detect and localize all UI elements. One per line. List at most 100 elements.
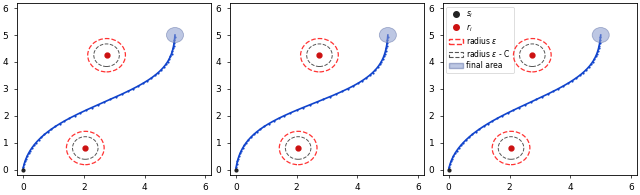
Point <box>382 39 392 42</box>
Point <box>514 106 524 109</box>
Point <box>268 120 278 123</box>
Point <box>595 41 605 44</box>
Point <box>337 90 348 93</box>
Point <box>166 52 177 55</box>
Point <box>39 133 49 136</box>
Point <box>20 160 30 163</box>
Point <box>575 74 585 77</box>
Point <box>298 106 308 109</box>
Point <box>464 136 474 139</box>
Point <box>156 68 166 71</box>
Point <box>169 41 179 44</box>
Point <box>235 152 245 155</box>
Point <box>239 144 250 147</box>
Point <box>578 71 588 74</box>
Point <box>450 152 460 155</box>
Point <box>64 117 74 120</box>
Point <box>232 163 242 166</box>
Point <box>531 98 541 101</box>
Point <box>274 117 284 120</box>
Point <box>586 63 596 66</box>
Point <box>467 133 477 136</box>
Point <box>259 125 269 128</box>
Point <box>164 58 174 61</box>
Point <box>153 71 163 74</box>
Point <box>470 130 481 133</box>
Point <box>365 74 375 77</box>
Point <box>497 114 508 117</box>
Point <box>305 103 315 106</box>
Point <box>444 168 454 171</box>
Point <box>19 163 29 166</box>
Point <box>595 39 605 42</box>
Point <box>380 49 390 52</box>
Point <box>452 149 462 152</box>
Point <box>581 68 591 71</box>
Point <box>567 79 577 82</box>
Circle shape <box>380 27 396 43</box>
Point <box>318 98 328 101</box>
Point <box>376 60 387 63</box>
Point <box>29 144 39 147</box>
Point <box>525 101 536 104</box>
Point <box>312 101 322 104</box>
Point <box>508 109 518 112</box>
Point <box>165 55 175 58</box>
Point <box>237 146 248 150</box>
Point <box>236 149 246 152</box>
Point <box>21 157 31 160</box>
Point <box>25 149 35 152</box>
Point <box>232 160 243 163</box>
Circle shape <box>592 27 609 43</box>
Point <box>371 68 381 71</box>
Point <box>234 154 244 158</box>
Point <box>558 84 568 88</box>
Point <box>478 125 488 128</box>
Point <box>111 95 121 98</box>
Point <box>230 168 241 171</box>
Point <box>27 146 37 150</box>
Point <box>461 138 471 141</box>
Point <box>357 79 367 82</box>
Point <box>246 136 256 139</box>
Point <box>502 111 513 114</box>
Point <box>543 92 553 96</box>
Point <box>449 154 459 158</box>
Point <box>70 114 80 117</box>
Circle shape <box>166 27 184 43</box>
Point <box>19 165 29 168</box>
Point <box>24 152 34 155</box>
Point <box>367 71 378 74</box>
Point <box>458 141 468 144</box>
Point <box>138 82 148 85</box>
Point <box>142 79 152 82</box>
Point <box>170 36 180 39</box>
Point <box>353 82 363 85</box>
Point <box>123 90 133 93</box>
Point <box>18 168 28 171</box>
Point <box>454 146 464 150</box>
Point <box>248 133 259 136</box>
Point <box>86 106 97 109</box>
Point <box>128 87 138 90</box>
Legend: $s_i$, $r_i$, radius $\varepsilon$, radius $\varepsilon$ - C, final area: $s_i$, $r_i$, radius $\varepsilon$, radi… <box>447 7 514 73</box>
Point <box>81 109 91 112</box>
Point <box>60 120 70 123</box>
Point <box>159 66 169 69</box>
Point <box>291 109 301 112</box>
Point <box>381 44 392 47</box>
Point <box>444 165 454 168</box>
Point <box>594 44 604 47</box>
Point <box>563 82 573 85</box>
Point <box>374 63 385 66</box>
Point <box>378 58 388 61</box>
Point <box>233 157 243 160</box>
Point <box>43 130 53 133</box>
Point <box>456 144 466 147</box>
Point <box>75 111 85 114</box>
Point <box>31 141 41 144</box>
Point <box>93 103 103 106</box>
Point <box>483 122 493 125</box>
Point <box>54 122 65 125</box>
Point <box>117 92 127 96</box>
